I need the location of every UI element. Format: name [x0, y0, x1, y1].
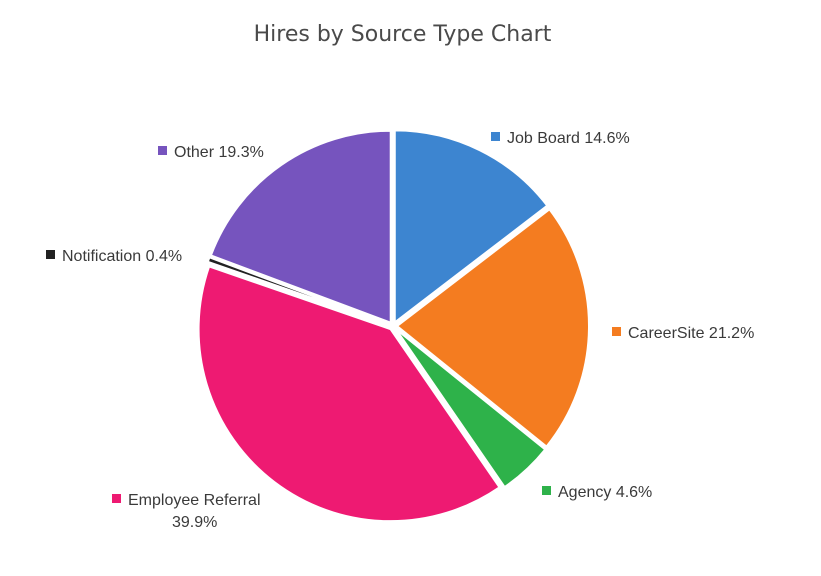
slice-label: Other 19.3% — [174, 144, 264, 161]
slice-label-group: Job Board 14.6% — [491, 130, 630, 147]
legend-swatch — [612, 327, 621, 336]
pie-slice-careersite — [395, 207, 590, 448]
slice-label-group: Notification 0.4% — [46, 248, 182, 265]
pie-slices — [197, 129, 590, 523]
pie-slice-agency — [394, 328, 547, 489]
slice-label: Notification 0.4% — [62, 248, 182, 265]
pie-slice-employee-referral — [197, 265, 501, 523]
chart-title: Hires by Source Type Chart — [253, 22, 552, 47]
slice-label: CareerSite 21.2% — [628, 325, 754, 342]
legend-swatch — [542, 486, 551, 495]
slice-label-group: Other 19.3% — [158, 144, 264, 161]
legend-swatch — [158, 146, 167, 155]
pie-labels: Job Board 14.6% CareerSite 21.2% Agency 4.… — [46, 130, 754, 531]
pie-slice-job-board — [393, 129, 549, 325]
slice-label: Job Board 14.6% — [507, 130, 630, 147]
legend-swatch — [46, 250, 55, 259]
slice-label: Employee Referral — [128, 492, 261, 509]
slice-label-group: Agency 4.6% — [542, 484, 652, 501]
slice-value-label: 39.9% — [172, 514, 217, 531]
pie-slice-notification — [206, 256, 390, 326]
pie-slice-other — [209, 129, 392, 325]
slice-label-group: Employee Referral 39.9% — [112, 492, 261, 531]
legend-swatch — [491, 132, 500, 141]
slice-label-group: CareerSite 21.2% — [612, 325, 754, 342]
legend-swatch — [112, 494, 121, 503]
slice-label: Agency 4.6% — [558, 484, 652, 501]
